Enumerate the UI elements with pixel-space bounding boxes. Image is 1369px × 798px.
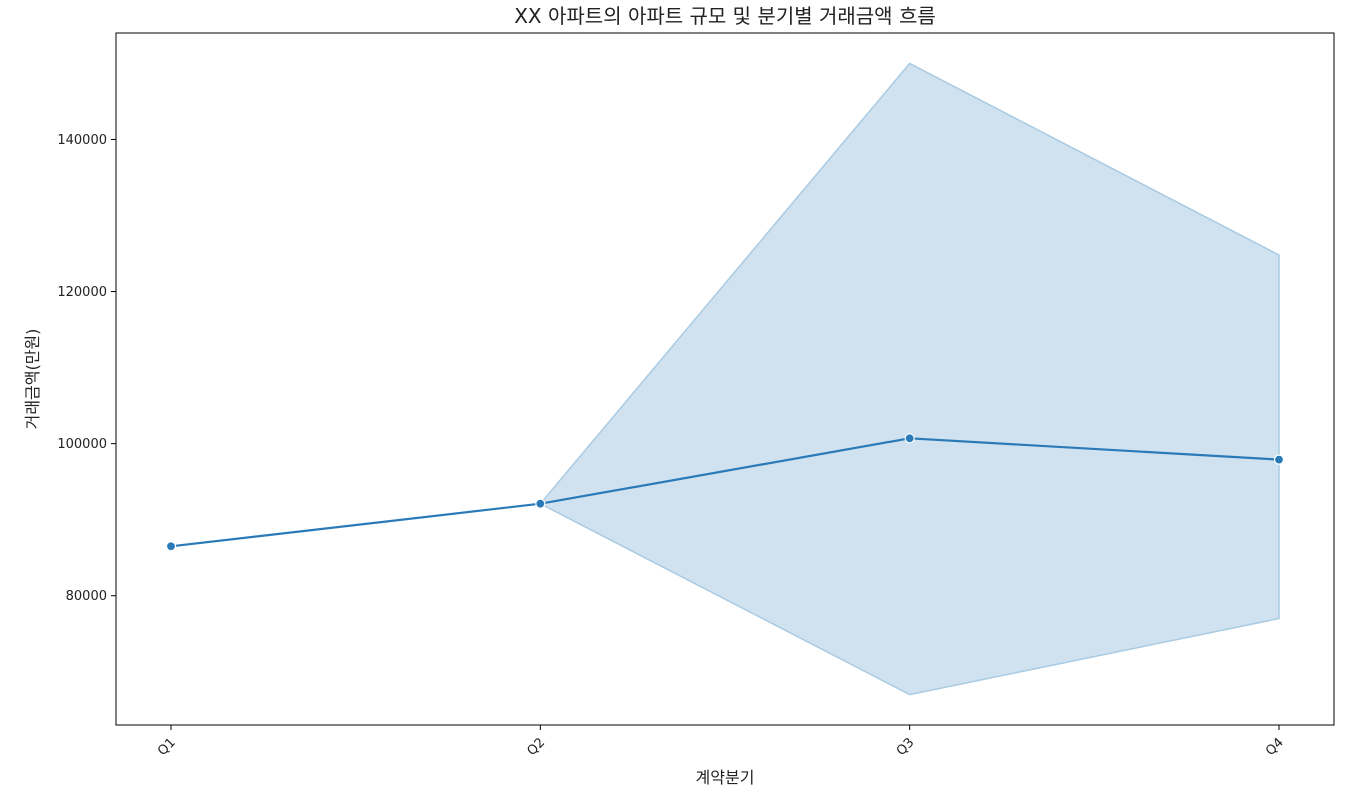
y-tick-label: 80000: [66, 589, 107, 604]
confidence-band: [170, 62, 1280, 696]
plot-area: [165, 62, 1285, 696]
y-tick-label: 140000: [57, 133, 107, 148]
y-axis-label: 거래금액(만원): [23, 329, 42, 430]
data-point: [1273, 454, 1285, 465]
y-tick-label: 120000: [57, 285, 107, 300]
series-line: [170, 437, 1280, 548]
x-axis-label: 계약분기: [696, 768, 755, 787]
axes-frame: [115, 32, 1335, 726]
data-point: [535, 498, 546, 509]
chart-title: XX 아파트의 아파트 규모 및 분기별 거래금액 흐름: [514, 4, 936, 28]
data-point: [165, 541, 177, 552]
y-tick-label: 100000: [57, 437, 107, 452]
data-point: [904, 433, 915, 444]
y-axis-ticks: 80000 100000 120000 140000: [57, 133, 116, 604]
